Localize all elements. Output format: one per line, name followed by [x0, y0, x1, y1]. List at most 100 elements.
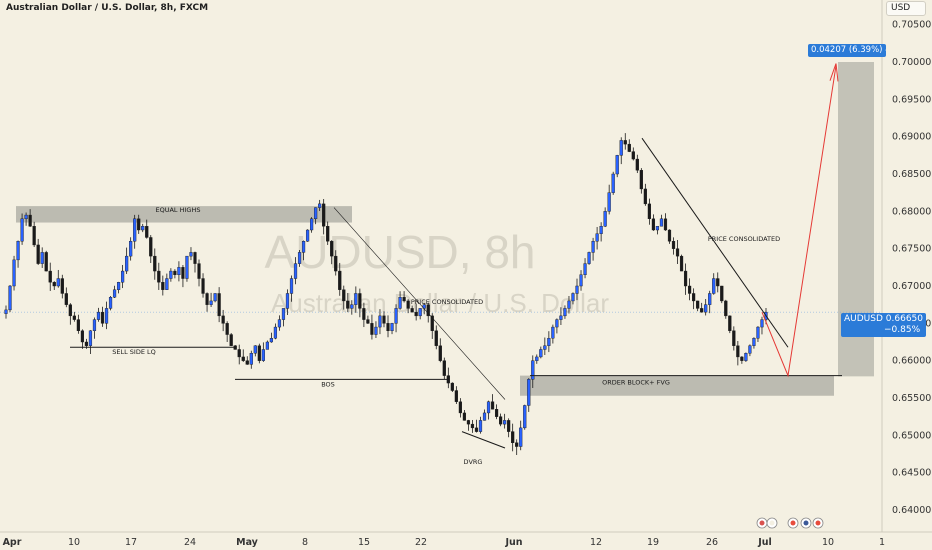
candle-body	[32, 226, 36, 246]
candle-body	[579, 274, 583, 287]
candle-body	[358, 293, 362, 309]
candle-body	[559, 315, 563, 320]
candle-body	[555, 319, 559, 328]
candle-body	[245, 360, 249, 365]
candle-body	[112, 289, 117, 298]
candle-body	[326, 226, 330, 242]
event-icon-dot	[769, 520, 775, 526]
event-icon-dot	[759, 520, 765, 526]
candle-body	[378, 315, 382, 328]
candle-body	[700, 308, 704, 313]
candle-body	[8, 285, 12, 311]
time-tick-label: 19	[647, 537, 659, 548]
candle-body	[470, 423, 475, 429]
candle-body	[153, 255, 157, 272]
projection-path	[761, 65, 837, 378]
candle-body	[667, 229, 672, 242]
candle-body	[64, 293, 68, 305]
candle-body	[748, 345, 752, 354]
trendline-1	[333, 207, 506, 400]
candle-body	[736, 345, 740, 358]
candle-body	[225, 323, 229, 335]
candle-body	[76, 319, 80, 332]
candle-body	[531, 360, 535, 380]
candle-body	[133, 218, 137, 242]
candle-body	[627, 143, 631, 152]
candle-body	[478, 420, 483, 432]
price-tick-label: 0.65000	[892, 430, 931, 441]
candle-body	[310, 218, 314, 231]
time-tick-label: 12	[590, 537, 602, 548]
candle-body	[281, 308, 286, 320]
dvrg-line	[461, 431, 506, 449]
candle-body	[539, 349, 543, 358]
candle-body	[60, 278, 64, 294]
candle-body	[720, 285, 724, 302]
event-icon-dot	[790, 520, 796, 526]
candle-body	[125, 255, 129, 272]
candle-body	[56, 278, 60, 287]
candle-body	[334, 255, 338, 272]
candle-body	[663, 218, 668, 231]
candle-body	[615, 155, 619, 175]
candle-body	[631, 151, 635, 160]
candle-body	[394, 308, 398, 324]
price-tick-label: 0.64000	[892, 505, 931, 516]
watermark-description: Australian Dollar / U.S. Dollar	[271, 288, 609, 318]
candle-body	[141, 226, 145, 231]
candle-body	[760, 319, 764, 328]
candle-body	[305, 229, 310, 242]
candle-body	[499, 416, 503, 425]
price-tick-label: 0.68500	[892, 169, 931, 180]
candle-body	[40, 252, 44, 264]
candle-body	[571, 293, 575, 302]
candle-body	[28, 214, 32, 227]
candle-body	[643, 188, 647, 205]
time-tick-label: Jul	[757, 537, 772, 548]
candle-body	[535, 356, 539, 361]
candle-body	[619, 140, 623, 156]
candle-body	[177, 267, 181, 276]
candle-body	[430, 315, 434, 332]
candle-body	[651, 218, 656, 231]
candle-body	[189, 252, 193, 257]
candle-body	[390, 323, 394, 332]
price-tick-label: 0.66000	[892, 356, 931, 367]
candle-body	[4, 309, 8, 314]
candle-body	[712, 278, 716, 294]
candle-body	[450, 382, 454, 391]
candle-body	[92, 319, 97, 332]
time-tick-label: 8	[302, 537, 308, 548]
candle-body	[740, 356, 744, 361]
candle-body	[322, 203, 326, 227]
last-price-tag: AUDUSD 0.66650 −0.85%	[841, 313, 926, 337]
candle-body	[24, 214, 28, 219]
candle-body	[398, 297, 402, 309]
time-tick-label: Apr	[3, 537, 22, 548]
candle-body	[486, 401, 491, 414]
price-consolidated-label-2: PRICE CONSOLIDATED	[708, 235, 780, 243]
candle-body	[44, 252, 48, 272]
candle-body	[687, 285, 692, 294]
candle-body	[671, 240, 676, 249]
candle-body	[16, 240, 20, 261]
time-tick-label: 17	[125, 537, 137, 548]
candle-body	[611, 173, 615, 193]
candle-body	[104, 308, 109, 324]
candle-body	[289, 278, 294, 294]
price-tick-label: 0.67500	[892, 244, 931, 255]
candle-body	[257, 345, 261, 361]
candle-body	[108, 297, 113, 309]
candle-body	[708, 293, 712, 305]
candle-body	[374, 326, 378, 335]
candle-body	[273, 326, 278, 339]
currency-button[interactable]: USD	[886, 1, 926, 16]
candle-body	[438, 345, 442, 361]
candle-body	[121, 270, 125, 283]
sell-side-lq-label: SELL SIDE LQ	[112, 348, 156, 356]
time-tick-label: May	[236, 537, 259, 548]
candle-body	[169, 270, 173, 279]
candle-body	[12, 259, 16, 287]
candle-body	[209, 300, 213, 305]
